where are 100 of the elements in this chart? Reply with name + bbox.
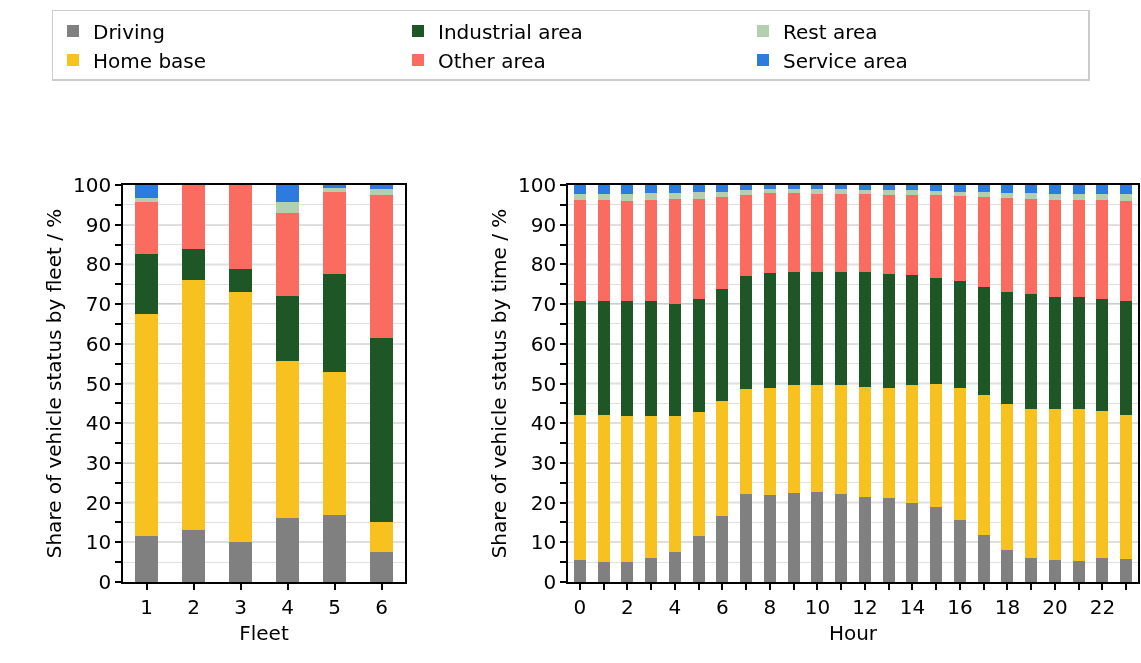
bar [1072,200,1085,298]
bar [134,197,159,202]
bar [763,189,776,193]
bar [275,212,300,297]
bar [275,296,300,362]
bar [953,196,966,282]
bar [835,194,848,273]
bar [882,387,895,499]
bar [953,192,966,197]
bar [740,194,753,277]
bar [181,280,206,530]
bar [369,337,394,523]
bar [763,273,776,388]
bar [597,414,610,563]
bar [906,190,919,195]
bar [930,383,943,507]
x-tick-label: 2 [187,594,200,619]
y-tick-label: 70 [85,292,112,317]
bar [906,384,919,503]
bar [645,185,658,193]
bar [621,185,634,195]
bar [740,185,753,191]
y-tick-label: 40 [85,411,112,436]
x-tick-label: 8 [763,594,777,619]
x-axis-title: Hour [828,620,878,645]
bar [835,493,848,582]
bar [1096,558,1109,582]
bar [1025,294,1038,409]
y-tick-label: 90 [85,212,112,237]
bar [858,194,871,273]
bar [181,185,206,249]
bar [716,400,729,517]
y-tick-label: 70 [530,292,557,317]
y-tick-label: 80 [530,252,557,277]
bar [692,192,705,199]
legend-label: Driving [93,19,165,44]
x-tick-label: 4 [281,594,294,619]
bar [787,189,800,193]
x-tick-label: 16 [947,594,973,619]
x-tick-label: 18 [994,594,1021,619]
bar [716,289,729,401]
bar [275,185,300,202]
x-tick-label: 20 [1042,594,1068,619]
bar [811,194,824,273]
bar [811,272,824,386]
bar [668,303,681,416]
x-tick-label: 22 [1089,594,1116,619]
y-axis-title: Share of vehicle status by fleet / % [42,208,67,559]
bar [1025,192,1038,199]
x-tick-label: 14 [899,594,926,619]
bar [787,272,800,386]
bar [787,192,800,273]
bar [835,272,848,386]
bar [763,495,776,582]
bar [930,506,943,582]
x-tick-label: 10 [804,594,831,619]
bar [181,248,206,281]
bar [322,371,347,515]
legend-label: Industrial area [438,19,583,44]
bar [740,190,753,195]
bar [716,185,729,193]
bar [668,185,681,193]
bar [858,497,871,582]
y-tick-label: 60 [85,331,112,356]
bar [740,276,753,389]
bar [1096,200,1109,299]
bar [621,562,634,582]
bar [811,491,824,582]
bar [1072,408,1085,562]
bar [1048,408,1061,561]
bar [716,192,729,197]
y-tick-label: 100 [73,173,112,197]
bar [369,522,394,552]
bar [369,185,394,189]
bar [322,273,347,372]
bar [668,552,681,582]
bar [977,185,990,193]
bar [228,542,253,582]
bar [930,185,943,192]
bar [181,529,206,582]
bar [668,192,681,199]
bar [275,361,300,519]
x-tick-label: 6 [716,594,729,619]
bar [1025,198,1038,295]
bar [692,411,705,537]
bar [1048,296,1061,409]
x-tick-label: 0 [573,594,587,619]
bar [645,558,658,582]
bar [1120,414,1133,560]
bar [597,200,610,301]
bar [1096,410,1109,559]
bar [835,185,848,190]
bar [621,415,634,563]
bar [692,198,705,299]
bar [787,385,800,494]
bar [573,185,586,195]
bar [811,189,824,195]
bar [811,185,824,190]
bar [692,185,705,193]
bar [322,188,347,193]
